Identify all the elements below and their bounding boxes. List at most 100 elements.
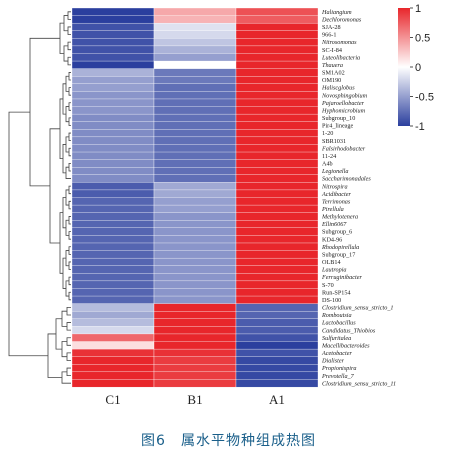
heatmap-cell [71,242,155,251]
heatmap-cell [235,242,319,251]
heatmap-cell [71,280,155,289]
heatmap-cell [71,182,155,191]
heatmap-cell [153,22,237,32]
heatmap-cell [153,265,237,274]
column-label: B1 [187,392,202,407]
dendrogram-branch [67,41,71,51]
row-label: SM1A02 [322,70,345,77]
dendrogram-branch [68,102,71,111]
row-label: Macellibacteroides [321,342,370,349]
heatmap-cell [235,7,319,16]
dendrogram-branch [65,106,69,123]
heatmap-cell [71,106,155,115]
row-label: Lautropia [321,267,347,274]
heatmap-cell [71,311,155,320]
heatmap-cell [71,295,155,304]
column-labels: C1 B1 A1 [105,392,285,407]
heatmap-cell [71,144,155,153]
heatmap-cell [235,113,319,123]
heatmap-cell [235,91,319,100]
row-label: Saccharimonadales [322,176,371,183]
heatmap-cell [71,257,155,267]
heatmap-cell [153,167,237,176]
heatmap-cell [235,280,319,289]
heatmap-cell [235,348,319,358]
heatmap-cell [71,333,155,342]
dendrogram-branch [66,337,71,346]
heatmap-cell [235,22,319,32]
dendrogram-branch [68,216,71,225]
heatmap-cell [153,53,237,62]
heatmap-cell [71,318,155,327]
heatmap-cell [71,348,155,358]
heatmap-cell [235,30,319,39]
heatmap-cell [153,235,237,244]
heatmap-cell [153,318,237,327]
row-label: Ellin6067 [321,221,347,228]
heatmap-cell [71,303,155,312]
row-label: S-70 [322,282,334,289]
heatmap-cell [153,68,237,77]
heatmap-cell [235,227,319,236]
heatmap-cell [235,288,319,297]
heatmap-cell [71,174,155,183]
heatmap-cell [71,273,155,282]
row-label: Falsirhodobacter [321,145,366,152]
heatmap-cell [71,371,155,380]
dendrogram-branch [65,280,69,297]
heatmap-cell [153,303,237,312]
legend-tick-label: -1 [415,121,425,133]
heatmap-cell [235,167,319,176]
heatmap-cell [153,159,237,168]
dendrogram-branch [61,341,67,358]
heatmap-cell [235,68,319,77]
dendrogram-branch [63,15,68,32]
dendrogram-branch [65,75,69,92]
row-label: 11-24 [322,153,336,160]
row-label: Nitrosomonas [321,39,357,46]
heatmap-cell [235,189,319,198]
heatmap-cell [153,288,237,297]
heatmap-cell [153,106,237,115]
legend-colorbar [398,8,410,126]
row-label: Subgroup_6 [322,229,352,236]
row-label: SC-I-84 [322,47,342,54]
row-labels: HaliangiumDechloromonasSJA-28966-1Nitros… [321,9,396,387]
dendrogram-branch [68,132,71,142]
dendrogram-branch [61,310,67,327]
dendrogram-branch [8,111,48,357]
row-label: A4b [322,161,333,168]
heatmap-cell [71,379,155,388]
row-label: Clostridium_sensu_stricto_1 [322,305,394,312]
heatmap-cell [235,53,319,62]
row-label: Pajaroellobacter [321,100,365,107]
heatmap-cell [153,371,237,380]
row-label: Run-SP154 [322,289,351,296]
heatmap-cell [71,53,155,62]
heatmap-cell [71,151,155,160]
heatmap-cell [71,98,155,107]
row-label: Haliscglobus [321,85,355,92]
heatmap-cell [235,295,319,304]
dendrogram-branch [67,26,71,35]
row-label: Methylotenera [321,214,358,221]
row-label: Sulfuritalea [322,335,351,342]
row-label: Romboutsia [321,312,352,319]
heatmap-cell [235,220,319,229]
row-label: Subgroup_17 [322,251,355,258]
heatmap-cell [235,356,319,365]
row-label: Acetobacter [321,350,352,357]
column-label: A1 [269,392,285,407]
heatmap-cell [71,22,155,32]
heatmap-cell [235,250,319,259]
heatmap-cell [71,189,155,198]
heatmap-cell [235,182,319,191]
heatmap-cells [71,7,319,388]
dendrogram-branch [66,367,71,377]
row-label: Hyphomicrobium [321,107,366,114]
dendrogram-branch [63,45,68,62]
dendrogram-branch [65,250,69,267]
heatmap-cell [235,235,319,244]
figure-caption: 图6 属水平物种组成热图 [141,433,316,449]
heatmap-cell [153,348,237,358]
